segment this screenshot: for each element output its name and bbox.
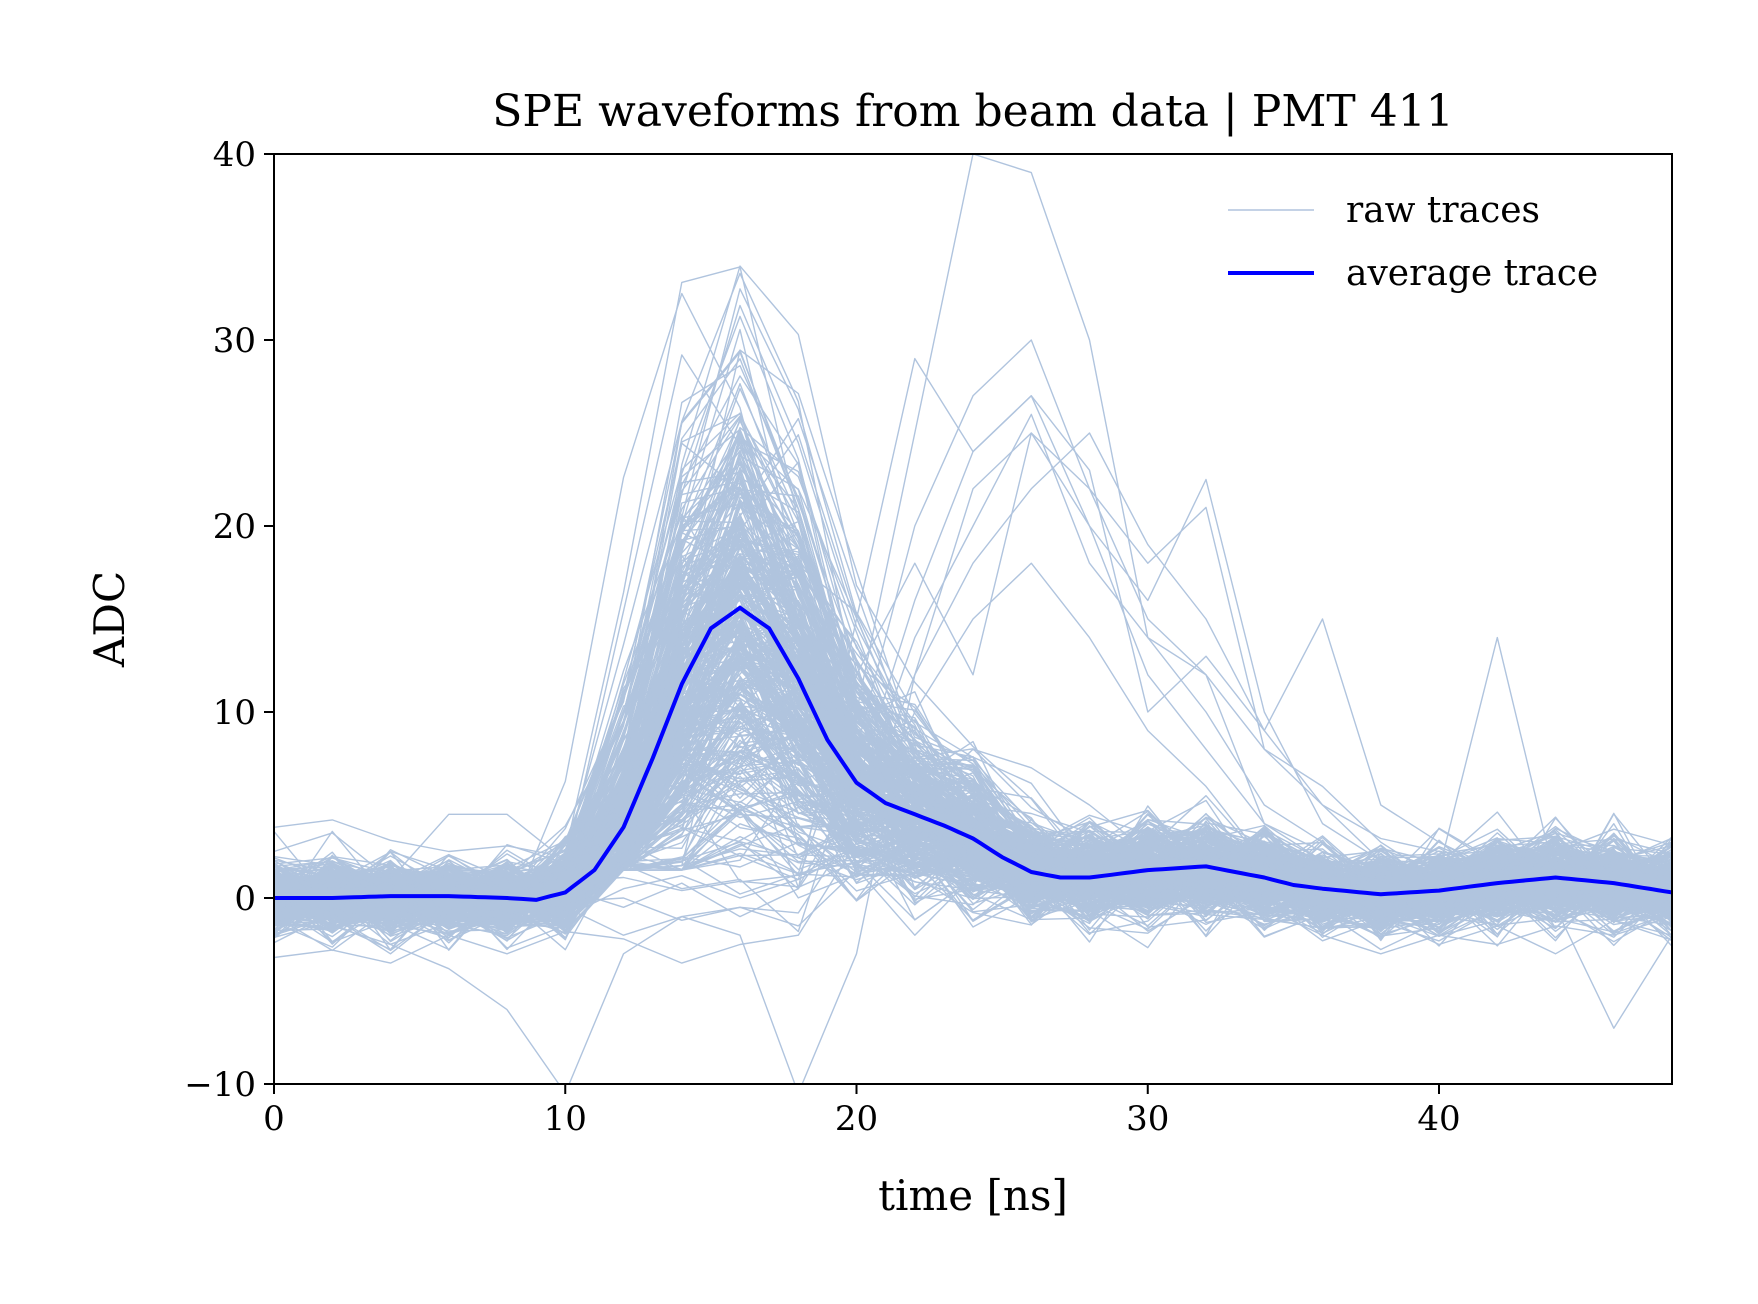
raw-trace bbox=[274, 788, 1672, 913]
x-tick-label: 30 bbox=[1126, 1099, 1169, 1139]
raw-trace bbox=[274, 635, 1672, 934]
raw-trace bbox=[274, 629, 1672, 917]
raw-trace bbox=[274, 619, 1672, 920]
raw-trace bbox=[274, 645, 1672, 904]
legend: raw traces average trace bbox=[1228, 190, 1598, 294]
y-tick-label: 40 bbox=[213, 135, 256, 175]
x-tick-label: 10 bbox=[544, 1099, 587, 1139]
raw-trace bbox=[274, 582, 1672, 924]
y-tick-label: −10 bbox=[184, 1065, 256, 1105]
raw-trace bbox=[274, 696, 1672, 934]
x-tick-label: 20 bbox=[835, 1099, 878, 1139]
y-tick-label: 10 bbox=[213, 693, 256, 733]
y-tick-label: 30 bbox=[213, 321, 256, 361]
x-axis: 0 10 20 30 40 bbox=[263, 1084, 1461, 1139]
average-trace-layer bbox=[274, 605, 1672, 902]
average-trace-line bbox=[274, 605, 1672, 902]
raw-trace bbox=[274, 486, 1672, 912]
y-tick-label: 0 bbox=[234, 879, 256, 919]
y-axis: −10 0 10 20 30 40 bbox=[184, 135, 274, 1105]
raw-trace bbox=[274, 514, 1672, 912]
legend-average-label: average trace bbox=[1346, 253, 1598, 294]
raw-trace bbox=[274, 662, 1672, 939]
x-tick-label: 0 bbox=[263, 1099, 285, 1139]
raw-trace bbox=[274, 657, 1672, 931]
y-axis-label: ADC bbox=[85, 571, 134, 668]
raw-trace bbox=[274, 593, 1672, 913]
legend-raw-label: raw traces bbox=[1346, 190, 1540, 231]
raw-trace bbox=[274, 562, 1672, 964]
x-axis-label: time [ns] bbox=[878, 1171, 1068, 1220]
raw-trace bbox=[274, 544, 1672, 918]
raw-trace bbox=[274, 471, 1672, 921]
y-tick-label: 20 bbox=[213, 507, 256, 547]
x-tick-label: 40 bbox=[1417, 1099, 1460, 1139]
chart-title: SPE waveforms from beam data | PMT 411 bbox=[492, 86, 1454, 137]
plot-frame bbox=[273, 153, 1673, 1085]
